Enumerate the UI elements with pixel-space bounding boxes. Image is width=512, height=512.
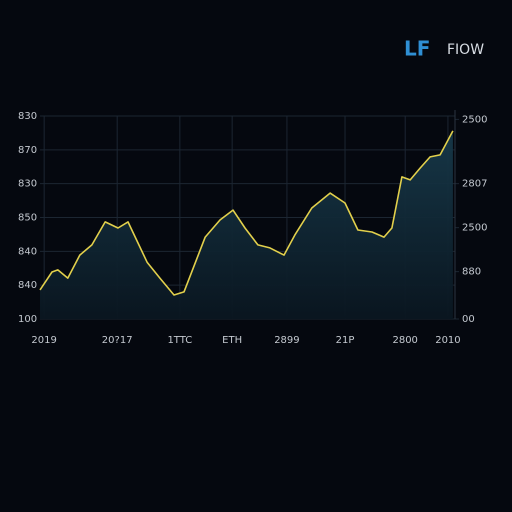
y-tick-label: 840 <box>18 280 37 291</box>
y2-tick-label: 00 <box>462 314 475 325</box>
x-tick-label: 20?17 <box>102 335 133 346</box>
y-tick-label: 100 <box>18 314 37 325</box>
x-tick-label: 2800 <box>392 335 417 346</box>
x-tick-label: 21P <box>336 335 355 346</box>
y-tick-label: 850 <box>18 213 37 224</box>
y2-tick-label: 2807 <box>462 179 487 190</box>
y2-tick-label: 2500 <box>462 114 487 125</box>
x-tick-label: 2019 <box>31 335 56 346</box>
y2-tick-label: 2500 <box>462 223 487 234</box>
y-tick-label: 830 <box>18 179 37 190</box>
line <box>39 130 454 296</box>
logo-mark: LF <box>404 37 430 61</box>
x-tick-label: ETH <box>222 335 242 346</box>
x-tick-label: 1TTC <box>167 335 192 346</box>
logo-text: FIOW <box>447 42 484 58</box>
y-tick-label: 870 <box>18 145 37 156</box>
y2-tick-label: 880 <box>462 267 481 278</box>
x-tick-label: 2010 <box>435 335 460 346</box>
x-tick-label: 2899 <box>274 335 299 346</box>
area-fill <box>40 130 453 319</box>
logo: LF FIOW <box>404 37 484 61</box>
y-tick-label: 840 <box>18 246 37 257</box>
y-tick-label: 830 <box>18 111 37 122</box>
